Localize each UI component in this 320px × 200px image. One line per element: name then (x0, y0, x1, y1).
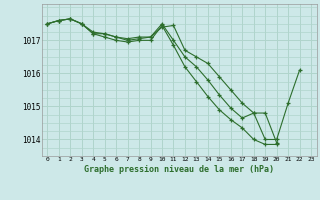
X-axis label: Graphe pression niveau de la mer (hPa): Graphe pression niveau de la mer (hPa) (84, 165, 274, 174)
